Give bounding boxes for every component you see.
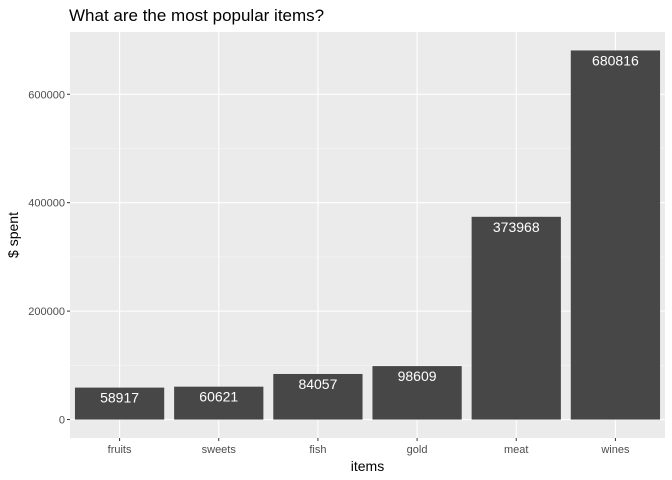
data-label-sweets: 60621 [199, 389, 238, 405]
x-tick-label-meat: meat [504, 444, 528, 456]
x-axis-title: items [351, 458, 384, 474]
x-tick-label-fruits: fruits [108, 444, 132, 456]
y-tick-label: 600000 [28, 89, 65, 101]
x-tick-label-fish: fish [309, 444, 326, 456]
x-axis: fruits sweets fish gold meat wines [108, 438, 630, 456]
bar-fruits [74, 387, 165, 420]
data-label-fish: 84057 [298, 376, 337, 392]
data-label-wines: 680816 [592, 52, 639, 68]
y-axis: 0 200000 400000 600000 [28, 89, 70, 427]
bar-gold [372, 366, 462, 420]
data-label-gold: 98609 [398, 368, 437, 384]
y-axis-title: $ spent [5, 212, 21, 258]
bar-wines [570, 50, 661, 420]
data-labels: 58917 60621 84057 98609 373968 680816 [100, 52, 639, 405]
y-tick-label: 0 [59, 415, 65, 427]
data-label-fruits: 58917 [100, 390, 139, 406]
bar-meat [471, 216, 561, 420]
bars [74, 50, 661, 420]
chart-title: What are the most popular items? [69, 6, 324, 25]
data-label-meat: 373968 [493, 219, 540, 235]
minor-gridlines [70, 148, 665, 366]
y-tick-label: 400000 [28, 198, 65, 210]
x-tick-label-wines: wines [600, 444, 630, 456]
bar-fish [273, 373, 363, 420]
plot-panel [70, 32, 665, 438]
y-tick-label: 200000 [28, 306, 65, 318]
x-tick-label-gold: gold [407, 444, 428, 456]
x-tick-label-sweets: sweets [202, 444, 237, 456]
bar-sweets [174, 386, 264, 420]
